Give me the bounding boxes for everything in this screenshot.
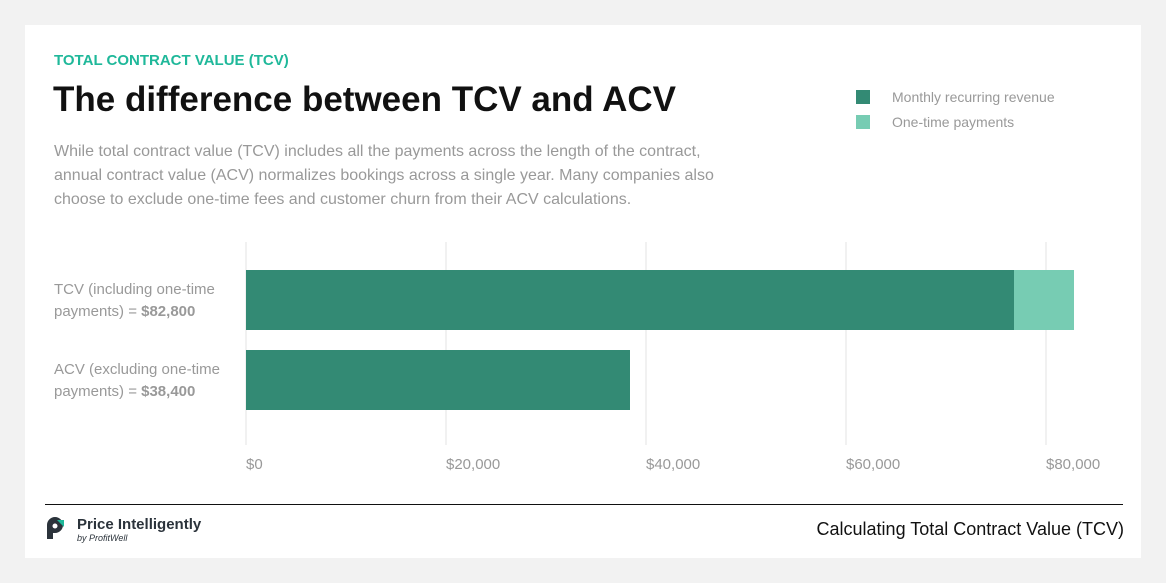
category-value: $38,400 (141, 383, 196, 400)
x-tick-label: $0 (246, 456, 263, 473)
page-title: The difference between TCV and ACV (53, 80, 676, 119)
description: While total contract value (TCV) include… (54, 143, 714, 208)
kicker: TOTAL CONTRACT VALUE (TCV) (54, 52, 289, 69)
footer-divider (45, 504, 1123, 505)
category-text: TCV (including one-time payments) = (54, 281, 215, 320)
legend-swatch-onetime (856, 115, 870, 129)
bar-onetime-0 (1014, 270, 1074, 330)
category-label-tcv: TCV (including one-time payments) = $82,… (54, 279, 244, 323)
brand-name: Price Intelligently (77, 516, 202, 533)
legend-label-onetime: One-time payments (892, 114, 1015, 130)
bar-mrr-1 (246, 350, 630, 410)
category-text: ACV (excluding one-time payments) = (54, 361, 220, 400)
x-tick-label: $60,000 (846, 456, 901, 473)
legend-label-mrr: Monthly recurring revenue (892, 89, 1055, 105)
x-tick-label: $40,000 (646, 456, 701, 473)
brand-sub: by ProfitWell (77, 533, 128, 543)
bar-mrr-0 (246, 270, 1014, 330)
x-tick-label: $80,000 (1046, 456, 1101, 473)
price-intelligently-logo-icon (47, 517, 64, 539)
x-tick-label: $20,000 (446, 456, 501, 473)
footer-caption: Calculating Total Contract Value (TCV) (816, 519, 1124, 539)
category-value: $82,800 (141, 303, 196, 320)
legend-swatch-mrr (856, 90, 870, 104)
category-label-acv: ACV (excluding one-time payments) = $38,… (54, 359, 244, 403)
